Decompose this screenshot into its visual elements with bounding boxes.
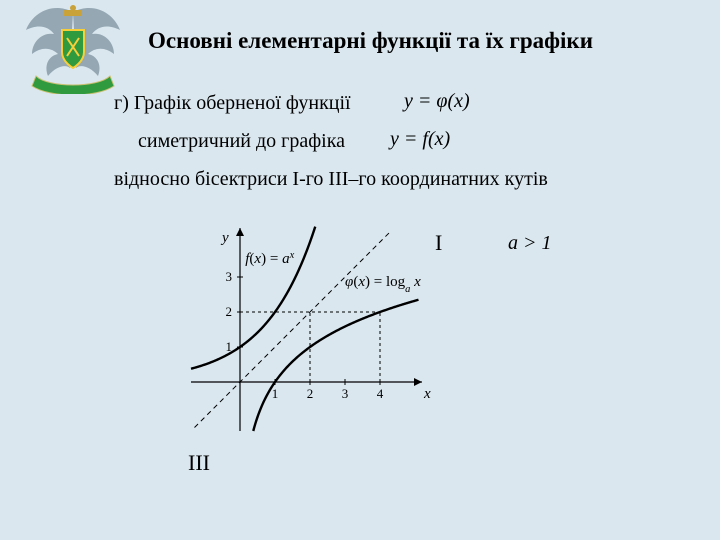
svg-text:2: 2 — [307, 386, 314, 401]
svg-text:2: 2 — [226, 304, 233, 319]
svg-text:y: y — [220, 230, 229, 246]
svg-text:φ(x) = loga x: φ(x) = loga x — [345, 274, 421, 295]
inverse-function-chart: 1234123xyf(x) = axφ(x) = loga x — [180, 222, 440, 467]
text-line-3: відносно бісектриси І-го ІІІ–го координа… — [114, 168, 548, 191]
line1-prefix: г) Графік оберненої функції — [114, 92, 351, 114]
svg-text:3: 3 — [226, 269, 233, 284]
text-line-1: г) Графік оберненої функції — [114, 92, 351, 115]
page-title: Основні елементарні функції та їх графік… — [148, 28, 593, 54]
formula-phi: y = φ(x) — [404, 90, 470, 113]
svg-text:3: 3 — [342, 386, 349, 401]
line2-prefix: симетричний до графіка — [138, 130, 345, 152]
svg-text:x: x — [423, 386, 431, 402]
svg-text:1: 1 — [272, 386, 279, 401]
svg-text:4: 4 — [377, 386, 384, 401]
text-line-2: симетричний до графіка — [138, 130, 345, 153]
formula-f: y = f(x) — [390, 128, 450, 151]
university-crest — [18, 2, 128, 99]
svg-text:f(x) = ax: f(x) = ax — [245, 250, 294, 268]
condition-label: a > 1 — [508, 232, 552, 255]
